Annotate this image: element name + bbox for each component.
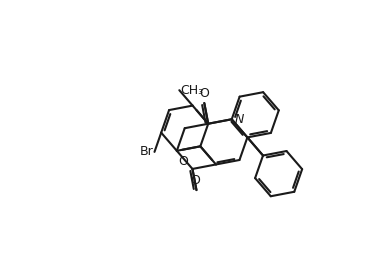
Text: Br: Br	[139, 146, 153, 158]
Text: O: O	[178, 155, 188, 168]
Text: O: O	[199, 87, 209, 100]
Text: O: O	[190, 174, 200, 187]
Text: N: N	[235, 113, 244, 126]
Text: CH₃: CH₃	[181, 84, 204, 97]
